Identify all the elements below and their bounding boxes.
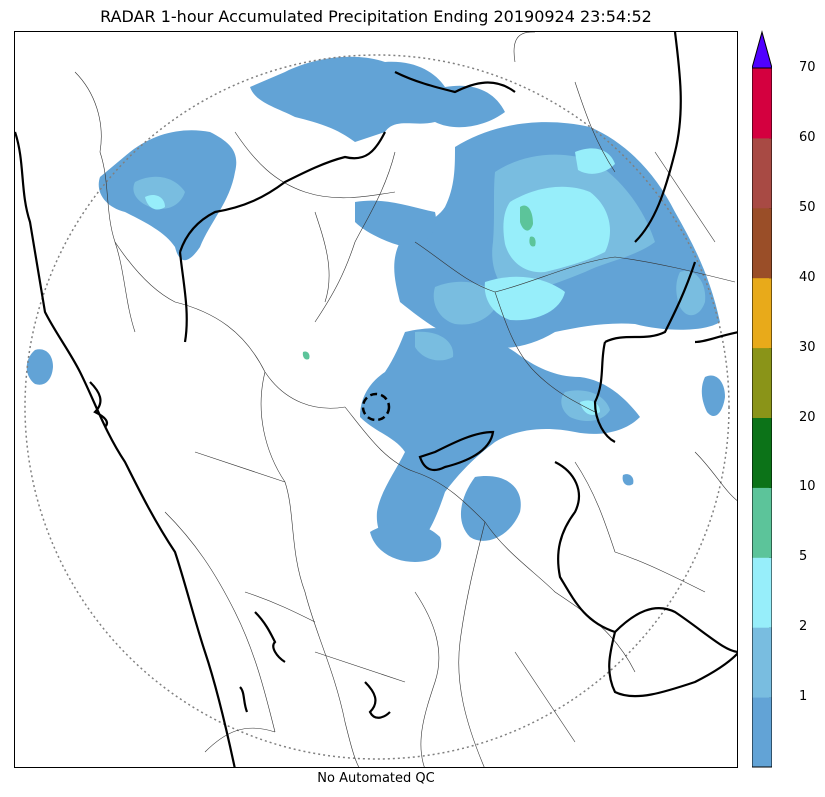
colorbar-block-5-10 — [752, 487, 772, 558]
precip-layer-intense — [302, 205, 536, 360]
colorbar-tick-label: 5 — [799, 549, 808, 565]
precip-layer-light — [26, 56, 725, 562]
colorbar-tick-label: 40 — [799, 269, 816, 285]
colorbar-block-10-20 — [752, 417, 772, 488]
colorbar-tick-label: 1 — [799, 689, 808, 705]
colorbar-block-2-5 — [752, 557, 772, 628]
radar-map-canvas — [15, 32, 737, 767]
colorbar-block-50-60 — [752, 137, 772, 209]
radar-map[interactable] — [14, 31, 738, 768]
colorbar-tick-label: 70 — [799, 60, 816, 75]
colorbar-tick-label: 2 — [799, 619, 808, 635]
colorbar — [752, 30, 772, 768]
colorbar-block-0-1 — [752, 697, 772, 768]
colorbar-border — [752, 67, 772, 768]
colorbar-block-60-70 — [752, 68, 772, 139]
radar-site-marker[interactable] — [361, 392, 391, 422]
colorbar-blocks — [752, 67, 772, 768]
colorbar-tick-label: 30 — [799, 339, 816, 355]
qc-caption: No Automated QC — [317, 771, 435, 786]
precip-layer-heavy — [145, 148, 615, 415]
colorbar-overflow-arrow — [752, 30, 772, 69]
map-title: RADAR 1-hour Accumulated Precipitation E… — [100, 7, 652, 26]
colorbar-tick-label: 60 — [799, 129, 816, 145]
coastline-and-borders — [15, 32, 737, 767]
colorbar-block-30-40 — [752, 277, 772, 349]
colorbar-tick-label: 50 — [799, 199, 816, 215]
colorbar-tick-label: 10 — [799, 479, 816, 495]
radar-range-ring — [24, 54, 730, 760]
colorbar-block-20-30 — [752, 347, 772, 418]
colorbar-tick-label: 20 — [799, 409, 816, 425]
colorbar-block-1-2 — [752, 627, 772, 698]
colorbar-block-40-50 — [752, 207, 772, 279]
